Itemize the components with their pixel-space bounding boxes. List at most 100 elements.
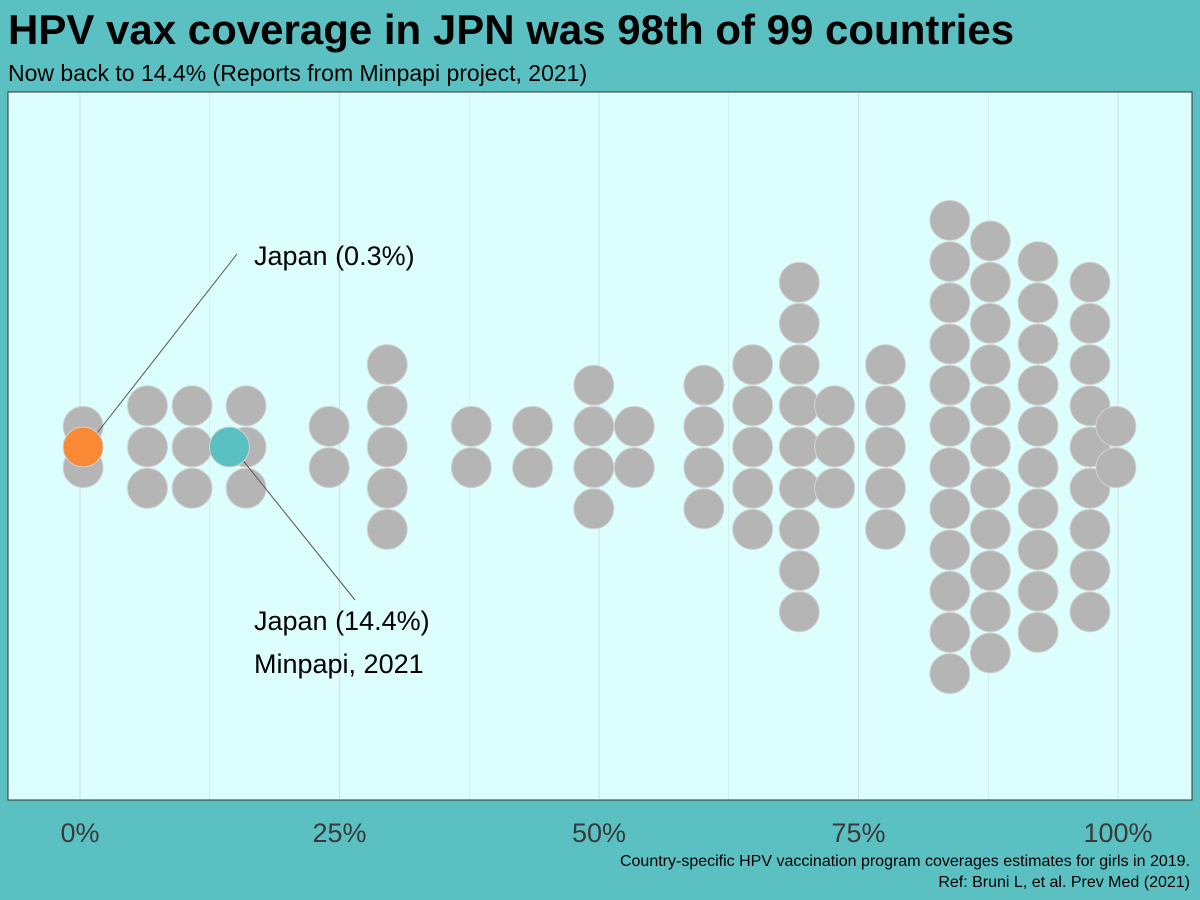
country-point — [969, 467, 1011, 509]
country-point — [1017, 282, 1059, 324]
country-point — [778, 426, 820, 468]
country-point — [171, 467, 213, 509]
country-point — [512, 405, 554, 447]
country-point — [1017, 570, 1059, 612]
country-point — [732, 508, 774, 550]
country-point — [1017, 447, 1059, 489]
country-point — [969, 344, 1011, 386]
country-point — [969, 632, 1011, 674]
country-point — [929, 405, 971, 447]
country-point — [1069, 344, 1111, 386]
country-point — [683, 364, 725, 406]
country-point — [864, 344, 906, 386]
country-point — [778, 302, 820, 344]
x-tick-label: 75% — [831, 818, 885, 848]
country-point — [969, 426, 1011, 468]
country-point — [929, 488, 971, 530]
country-point — [171, 426, 213, 468]
country-point — [1069, 302, 1111, 344]
country-point — [929, 364, 971, 406]
country-point — [929, 611, 971, 653]
country-point — [969, 550, 1011, 592]
country-point — [1017, 241, 1059, 283]
caption-reference: Ref: Bruni L, et al. Prev Med (2021) — [938, 874, 1190, 891]
country-point — [929, 653, 971, 695]
country-point — [366, 426, 408, 468]
country-point — [929, 529, 971, 571]
country-point — [1017, 405, 1059, 447]
country-point — [778, 467, 820, 509]
japan-2021-label: Japan (14.4%) — [254, 606, 430, 636]
country-point — [126, 467, 168, 509]
leader-line-japan-2021 — [243, 460, 356, 601]
country-point — [683, 488, 725, 530]
country-point — [126, 385, 168, 427]
country-point — [929, 241, 971, 283]
country-point — [969, 385, 1011, 427]
chart-subtitle: Now back to 14.4% (Reports from Minpapi … — [8, 60, 588, 86]
country-point — [778, 591, 820, 633]
country-point — [778, 508, 820, 550]
country-point — [1069, 508, 1111, 550]
country-point — [683, 405, 725, 447]
country-point — [126, 426, 168, 468]
country-point — [1017, 529, 1059, 571]
country-point — [573, 364, 615, 406]
x-tick-label: 100% — [1083, 818, 1152, 848]
country-point — [1017, 488, 1059, 530]
country-point — [1095, 447, 1137, 489]
japan-2021-source-label: Minpapi, 2021 — [254, 649, 424, 679]
country-point — [778, 344, 820, 386]
country-point — [778, 385, 820, 427]
country-point — [929, 199, 971, 241]
country-point — [969, 302, 1011, 344]
x-tick-label: 0% — [60, 818, 99, 848]
country-point — [1017, 323, 1059, 365]
country-point — [929, 447, 971, 489]
country-point — [732, 426, 774, 468]
country-point — [450, 405, 492, 447]
x-tick-label: 50% — [572, 818, 626, 848]
country-point — [732, 467, 774, 509]
country-point — [512, 447, 554, 489]
country-point — [1017, 364, 1059, 406]
country-point — [225, 467, 267, 509]
country-point — [929, 570, 971, 612]
japan-2021-point — [208, 426, 250, 468]
country-point — [778, 550, 820, 592]
country-point — [171, 385, 213, 427]
country-point — [450, 447, 492, 489]
country-point — [613, 405, 655, 447]
country-point — [732, 344, 774, 386]
country-point — [308, 405, 350, 447]
japan-2019-label: Japan (0.3%) — [254, 241, 415, 271]
country-point — [308, 447, 350, 489]
country-point — [366, 385, 408, 427]
country-point — [573, 488, 615, 530]
country-point — [864, 467, 906, 509]
country-point — [864, 426, 906, 468]
country-point — [1069, 261, 1111, 303]
country-point — [1069, 591, 1111, 633]
country-point — [225, 385, 267, 427]
country-point — [366, 467, 408, 509]
country-point — [969, 508, 1011, 550]
country-point — [1069, 550, 1111, 592]
country-point — [969, 591, 1011, 633]
japan-2019-point — [62, 426, 104, 468]
country-point — [814, 426, 856, 468]
country-point — [683, 447, 725, 489]
country-point — [969, 261, 1011, 303]
country-point — [969, 220, 1011, 262]
chart-title: HPV vax coverage in JPN was 98th of 99 c… — [8, 6, 1015, 53]
country-point — [1017, 611, 1059, 653]
country-point — [814, 467, 856, 509]
country-point — [573, 447, 615, 489]
country-point — [732, 385, 774, 427]
caption-source: Country-specific HPV vaccination program… — [619, 853, 1190, 870]
country-point — [1095, 405, 1137, 447]
country-point — [929, 323, 971, 365]
country-point — [613, 447, 655, 489]
country-point — [366, 344, 408, 386]
